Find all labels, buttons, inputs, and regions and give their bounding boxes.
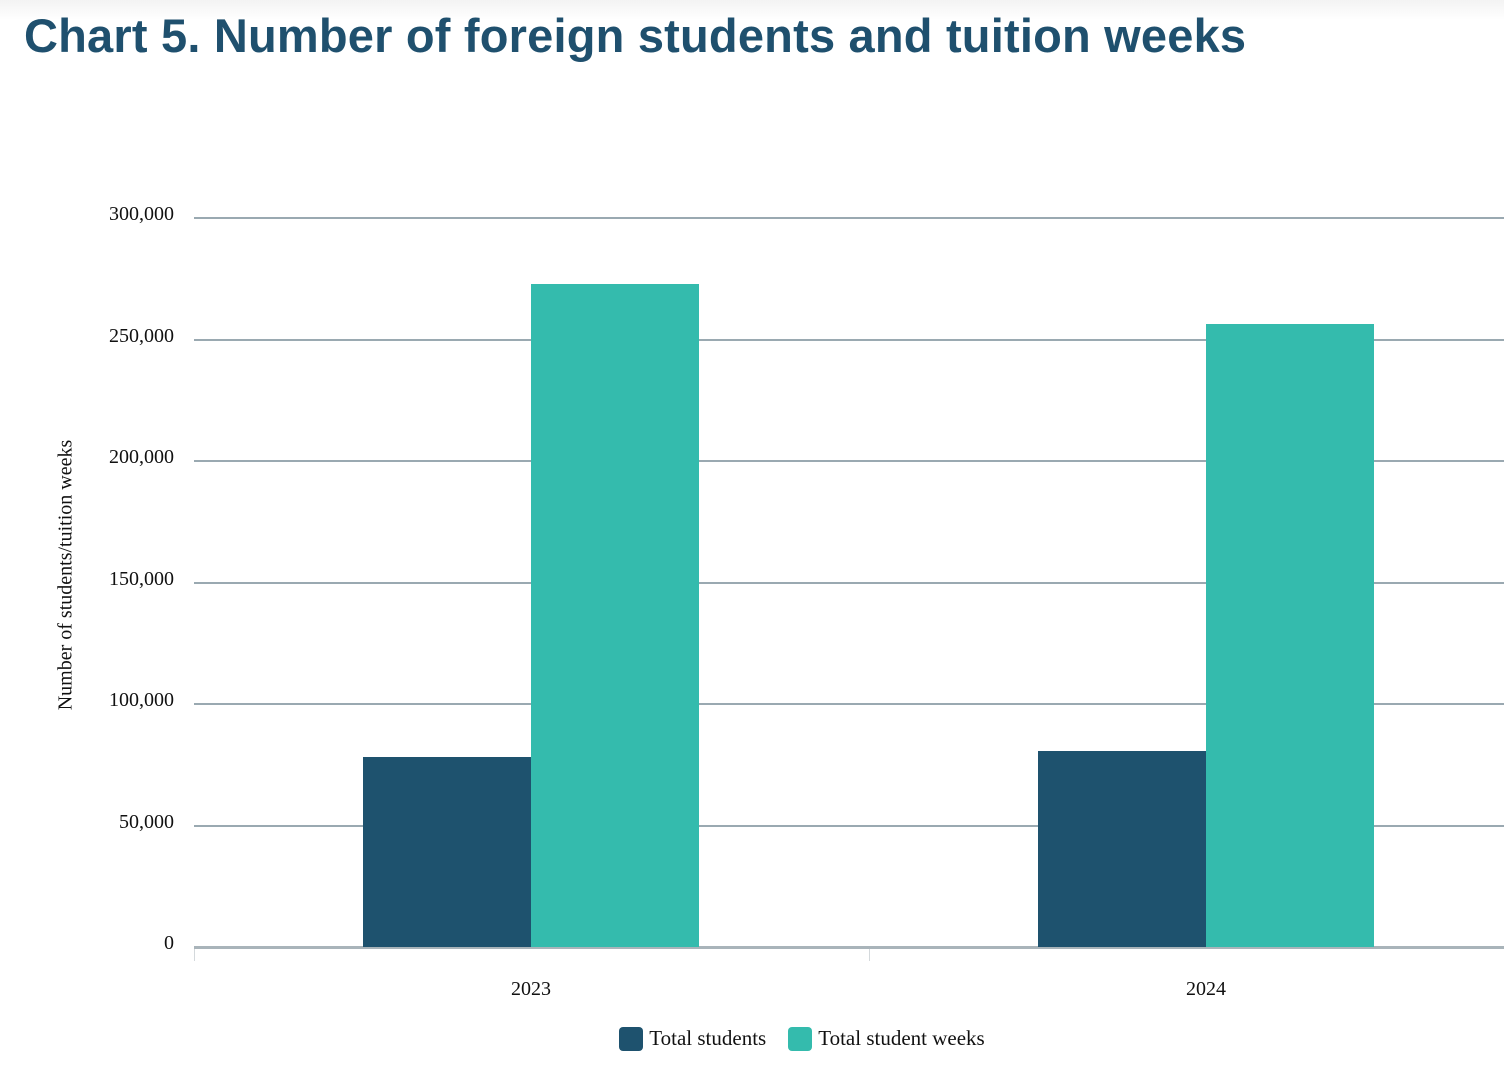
x-tick-label: 2024 <box>1186 978 1226 1000</box>
bar-total-students-2023[interactable] <box>363 756 531 947</box>
gridline <box>194 217 1504 219</box>
gridline <box>194 581 1504 584</box>
legend-label: Total students <box>649 1026 767 1050</box>
legend-swatch-icon <box>788 1026 813 1051</box>
legend-item-total-students[interactable]: Total students <box>619 1026 766 1051</box>
x-axis-tick <box>869 949 870 961</box>
top-fade <box>0 0 1504 20</box>
chart-legend: Total students Total student weeks <box>0 1026 1504 1051</box>
y-tick-label: 0 <box>164 932 174 954</box>
legend-item-total-student-weeks[interactable]: Total student weeks <box>788 1026 985 1051</box>
gridline <box>194 824 1504 827</box>
y-tick-label: 300,000 <box>109 203 174 225</box>
bar-total-students-2024[interactable] <box>1038 750 1206 947</box>
legend-label: Total student weeks <box>818 1026 985 1050</box>
y-tick-label: 50,000 <box>119 810 174 833</box>
y-tick-label: 250,000 <box>109 324 174 347</box>
x-tick-label: 2023 <box>511 978 551 1000</box>
x-axis-tick <box>194 949 195 961</box>
x-axis-baseline <box>194 946 1504 949</box>
chart-title: Chart 5. Number of foreign students and … <box>24 9 1247 62</box>
bar-total-student-weeks-2024[interactable] <box>1206 323 1374 947</box>
y-tick-label: 100,000 <box>109 689 174 711</box>
bar-total-student-weeks-2023[interactable] <box>531 284 699 947</box>
gridline <box>194 460 1504 462</box>
y-tick-label: 150,000 <box>109 567 174 590</box>
gridline <box>194 338 1504 341</box>
legend-swatch-icon <box>619 1026 644 1051</box>
y-tick-label: 200,000 <box>109 446 174 468</box>
gridline <box>194 703 1504 705</box>
